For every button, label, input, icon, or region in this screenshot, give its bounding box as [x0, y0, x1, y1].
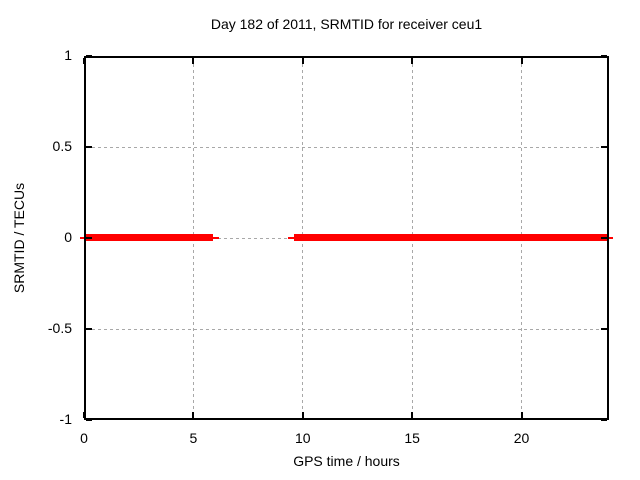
y-tick-mark-right: [601, 328, 607, 330]
y-tick-mark-right: [601, 419, 607, 421]
x-tick-label: 0: [80, 430, 88, 446]
y-tick-label: 0: [64, 229, 72, 245]
x-tick-mark-bottom: [192, 412, 195, 418]
y-tick-mark-left: [86, 237, 92, 239]
y-tick-mark-left: [86, 146, 92, 148]
x-tick-label: 5: [189, 430, 198, 446]
x-tick-mark-bottom: [83, 412, 85, 418]
data-line-segment: [293, 234, 607, 241]
x-tick-mark-bottom: [301, 412, 304, 418]
x-tick-mark-top: [192, 58, 195, 64]
y-tick-mark-left: [86, 55, 92, 57]
y-tick-mark-left: [86, 419, 92, 421]
chart-title: Day 182 of 2011, SRMTID for receiver ceu…: [210, 16, 483, 32]
x-tick-mark-top: [301, 58, 304, 64]
x-tick-mark-top: [520, 58, 523, 64]
x-tick-mark-top: [411, 58, 414, 64]
y-tick-mark-left: [86, 328, 92, 330]
data-line-segment: [86, 234, 214, 241]
y-tick-mark-right: [601, 55, 607, 57]
y-tick-label: 1: [64, 47, 72, 63]
x-tick-label: 20: [513, 430, 530, 446]
x-tick-label: 10: [294, 430, 311, 446]
y-tick-mark-right: [601, 146, 607, 148]
y-gridline: [86, 146, 607, 148]
y-tick-mark-right: [601, 237, 607, 239]
x-tick-mark-top: [83, 58, 85, 64]
y-tick-label: -0.5: [47, 320, 72, 336]
y-tick-label: -1: [59, 411, 72, 427]
x-tick-label: 15: [404, 430, 420, 446]
x-tick-mark-bottom: [520, 412, 523, 418]
x-axis-label: GPS time / hours: [293, 453, 400, 469]
plot-area: [84, 56, 609, 420]
y-gridline: [86, 328, 607, 330]
y-tick-label: 0.5: [52, 138, 72, 154]
x-tick-mark-bottom: [411, 412, 414, 418]
